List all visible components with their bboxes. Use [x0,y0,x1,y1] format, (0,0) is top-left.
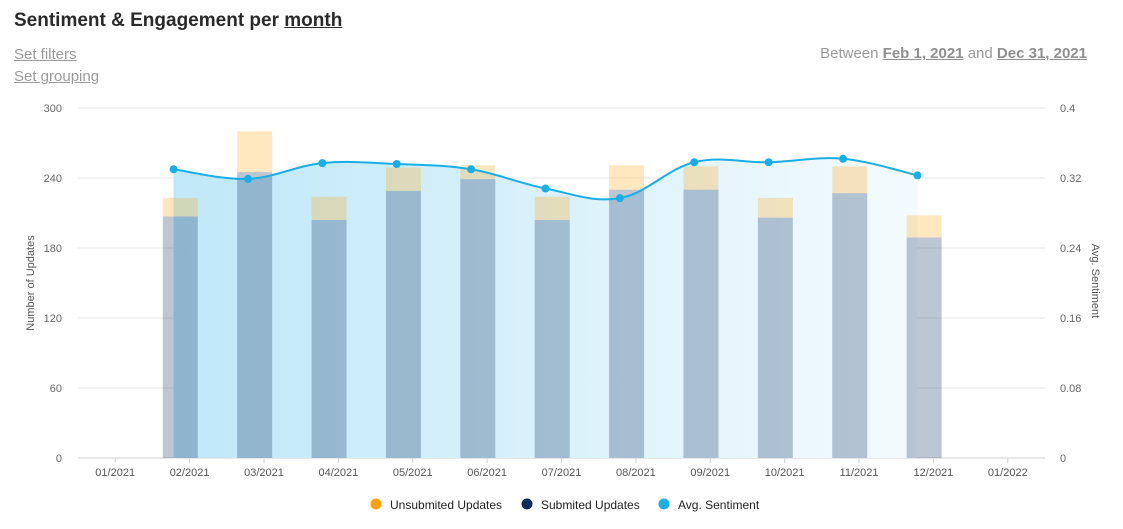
sentiment-point [169,165,178,174]
sentiment-point [913,171,922,180]
x-tick-label: 07/2021 [542,467,582,479]
sentiment-point [764,158,773,167]
y2-tick-label: 0.32 [1060,173,1081,185]
bar-unsubmitted [683,166,719,190]
sentiment-points [169,154,922,203]
axes: 0 60 120 180 240 300 0 0.08 0.16 0.24 0.32 0.4 01/20… [25,103,1101,479]
bar-unsubmitted [609,165,645,190]
bars [162,131,942,459]
y-tick-label: 180 [44,243,62,255]
y-tick-label: 60 [50,383,62,395]
date-range: Between Feb 1, 2021 and Dec 31, 2021 [820,45,1087,62]
bar-unsubmitted [311,196,347,220]
bar-submitted [311,220,347,458]
bar-unsubmitted [534,196,570,220]
x-tick-label: 10/2021 [765,467,805,479]
sentiment-point [392,160,401,168]
chart-title: Sentiment & Engagement per month [14,10,342,32]
bar-unsubmitted [460,165,496,180]
legend-marker [521,498,533,510]
title-prefix: Sentiment & Engagement per [14,10,279,31]
y-tick-label: 300 [44,103,62,115]
bar-submitted [460,179,496,458]
set-grouping-link[interactable]: Set grouping [14,68,100,85]
y-axis-title: Number of Updates [25,235,37,331]
x-tick-label: 05/2021 [393,467,433,479]
sentiment-area-fill [173,158,918,458]
set-filters-link[interactable]: Set filters [14,46,77,63]
sentiment-point [467,165,476,174]
bar-submitted [534,220,570,458]
x-tick-label: 02/2021 [170,467,210,479]
bar-unsubmitted [832,166,868,194]
y-tick-label: 0 [56,453,62,465]
x-tick-label: 04/2021 [318,467,358,479]
bar-unsubmitted [757,197,793,218]
y2-axis-title: Avg. Sentiment [1089,244,1101,318]
y-tick-label: 240 [44,173,62,185]
bar-submitted [385,190,421,459]
y2-tick-label: 0.16 [1060,313,1081,325]
y2-tick-label: 0.08 [1060,383,1081,395]
grouping-period-link[interactable]: month [284,10,343,31]
legend-label: Unsubmited Updates [390,498,502,512]
legend-label: Submited Updates [541,498,640,512]
end-date-link[interactable]: Dec 31, 2021 [996,45,1087,62]
start-date-link[interactable]: Feb 1, 2021 [882,45,964,62]
x-tick-label: 11/2021 [840,467,879,479]
bar-submitted [237,172,273,458]
sentiment-point [690,158,699,167]
y-tick-label: 120 [44,313,62,325]
y2-tick-label: 0 [1060,453,1066,465]
bar-submitted [832,193,868,458]
sentiment-point [318,159,327,168]
sentiment-area [173,158,918,458]
bar-submitted [609,189,645,458]
y2-tick-label: 0.24 [1060,243,1081,255]
bar-unsubmitted [162,197,198,217]
between-label: Between [820,45,879,62]
bar-unsubmitted [237,131,273,173]
x-tick-label: 06/2021 [467,467,507,479]
bar-unsubmitted [385,167,421,191]
sentiment-point [839,154,848,163]
bar-unsubmitted [906,215,942,238]
legend-label: Avg. Sentiment [678,498,760,512]
bar-submitted [757,217,793,458]
x-tick-label: 01/2021 [95,467,135,479]
x-tick-label: 01/2022 [988,467,1028,479]
bar-submitted [162,216,198,458]
sentiment-point [615,194,624,203]
x-tick-label: 12/2021 [914,467,954,479]
bar-submitted [683,189,719,458]
chart-legend: Unsubmited Updates Submited Updates Avg. S… [370,498,760,512]
legend-marker [658,498,670,510]
sentiment-point [243,174,252,183]
and-label: and [967,45,993,62]
x-tick-label: 09/2021 [690,467,730,479]
y2-tick-label: 0.4 [1060,103,1075,115]
sentiment-point [541,184,550,193]
bar-submitted [906,237,942,458]
x-tick-label: 03/2021 [244,467,284,479]
legend-marker [370,498,382,510]
x-tick-label: 08/2021 [616,467,656,479]
